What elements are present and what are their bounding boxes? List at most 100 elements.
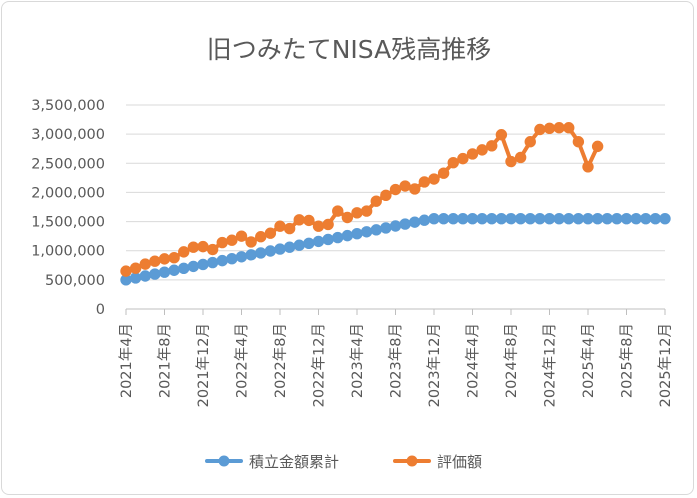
data-point xyxy=(197,240,209,253)
data-point xyxy=(332,205,344,217)
data-point xyxy=(187,241,200,253)
x-tick-label: 2024年8月 xyxy=(503,323,520,398)
legend: 積立金額累計 評価額 xyxy=(205,453,482,471)
series-valuation xyxy=(120,122,604,277)
data-point xyxy=(120,265,132,277)
data-point xyxy=(380,222,392,234)
data-point xyxy=(341,211,354,224)
data-point xyxy=(255,247,267,259)
data-point xyxy=(418,214,431,226)
data-point xyxy=(620,212,633,225)
data-point xyxy=(283,222,296,235)
data-point xyxy=(486,140,498,152)
legend-item: 積立金額累計 xyxy=(205,453,339,471)
data-point xyxy=(312,220,325,232)
data-point xyxy=(216,236,228,249)
data-point xyxy=(437,212,450,225)
data-point xyxy=(447,212,459,225)
data-point xyxy=(206,256,219,269)
data-point xyxy=(514,212,527,225)
data-point xyxy=(630,212,642,225)
x-tick-label: 2024年12月 xyxy=(542,323,559,407)
y-tick-label: 2,500,000 xyxy=(31,156,105,172)
series-layer xyxy=(120,122,671,286)
data-point xyxy=(332,231,344,244)
data-point xyxy=(351,207,363,219)
data-point xyxy=(274,243,286,255)
data-point xyxy=(370,195,382,207)
data-point xyxy=(409,216,421,228)
x-tick-label: 2021年12月 xyxy=(195,323,212,407)
data-point xyxy=(206,243,219,256)
y-tick-label: 1,500,000 xyxy=(31,215,105,231)
data-point xyxy=(139,258,151,270)
data-point xyxy=(640,212,652,225)
x-tick-label: 2025年4月 xyxy=(580,323,597,398)
data-point xyxy=(380,189,392,202)
data-point xyxy=(264,245,277,257)
legend-label: 評価額 xyxy=(437,453,482,471)
x-tick-label: 2022年12月 xyxy=(311,323,328,407)
x-tick-label: 2022年8月 xyxy=(272,323,289,398)
data-point xyxy=(245,236,257,248)
legend-marker xyxy=(406,455,418,467)
data-point xyxy=(505,212,517,225)
data-point xyxy=(245,249,257,261)
data-point xyxy=(341,229,354,242)
data-point xyxy=(649,212,662,225)
legend-label: 積立金額累計 xyxy=(249,453,339,471)
data-point xyxy=(360,205,373,217)
data-point xyxy=(543,212,556,225)
y-tick-label: 3,000,000 xyxy=(31,127,105,143)
data-point xyxy=(149,268,161,280)
series-cumulative-contribution xyxy=(120,212,671,286)
gridlines xyxy=(126,104,665,310)
data-point xyxy=(495,129,508,141)
data-point xyxy=(226,252,238,265)
data-point xyxy=(418,176,431,188)
x-tick-label: 2021年4月 xyxy=(118,323,135,398)
x-tick-label: 2022年4月 xyxy=(234,323,251,398)
data-point xyxy=(428,173,440,185)
data-point xyxy=(235,251,248,263)
data-point xyxy=(235,230,248,242)
data-point xyxy=(293,239,305,251)
y-tick-label: 3,500,000 xyxy=(31,98,105,114)
data-point xyxy=(303,237,315,250)
legend-item: 評価額 xyxy=(393,453,482,471)
data-point xyxy=(158,266,171,278)
data-point xyxy=(409,183,421,195)
data-point xyxy=(437,167,450,179)
data-point xyxy=(466,212,479,225)
data-point xyxy=(178,262,190,275)
data-point xyxy=(611,212,623,225)
data-point xyxy=(563,212,575,225)
data-point xyxy=(178,246,190,258)
data-point xyxy=(524,212,536,225)
data-point xyxy=(399,218,411,230)
data-point xyxy=(322,218,334,231)
data-point xyxy=(283,241,296,253)
data-point xyxy=(543,122,556,135)
data-point xyxy=(360,226,373,238)
x-tick-label: 2023年12月 xyxy=(426,323,443,407)
data-point xyxy=(514,151,527,164)
y-tick-label: 500,000 xyxy=(45,273,105,289)
data-point xyxy=(553,212,565,225)
data-point xyxy=(591,140,604,153)
chart-title: 旧つみたてNISA残高推移 xyxy=(207,35,492,64)
data-point xyxy=(255,231,267,243)
data-point xyxy=(274,220,286,232)
data-point xyxy=(495,212,508,225)
data-point xyxy=(370,224,382,236)
data-point xyxy=(572,212,585,225)
data-point xyxy=(303,214,315,227)
data-point xyxy=(553,122,565,134)
y-tick-label: 0 xyxy=(96,302,105,318)
y-axis: 0 500,000 1,000,000 1,500,000 2,000,000 2,500… xyxy=(31,98,105,318)
y-tick-label: 1,000,000 xyxy=(31,244,105,260)
data-point xyxy=(389,183,402,196)
data-point xyxy=(476,212,488,225)
